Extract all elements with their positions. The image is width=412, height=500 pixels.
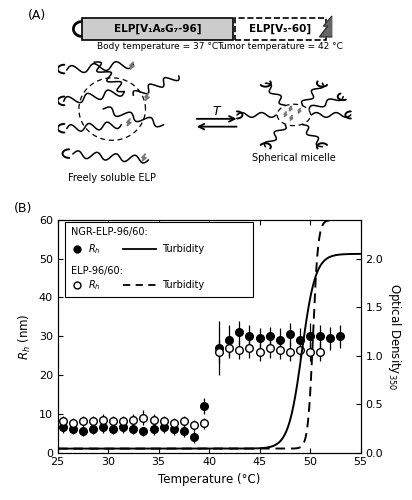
Text: NGR-ELP-96/60:: NGR-ELP-96/60: bbox=[71, 227, 148, 237]
Y-axis label: $R_h$ (nm): $R_h$ (nm) bbox=[17, 313, 33, 360]
Text: Tumor temperature = 42 °C: Tumor temperature = 42 °C bbox=[217, 42, 343, 50]
Text: (B): (B) bbox=[14, 202, 32, 215]
Text: Freely soluble ELP: Freely soluble ELP bbox=[68, 172, 156, 182]
Text: Body temperature = 37 °C: Body temperature = 37 °C bbox=[97, 42, 218, 50]
X-axis label: Temperature (°C): Temperature (°C) bbox=[158, 473, 260, 486]
Polygon shape bbox=[320, 16, 332, 37]
Polygon shape bbox=[298, 108, 301, 114]
Text: ELP[V₁A₈G₇-96]: ELP[V₁A₈G₇-96] bbox=[114, 24, 201, 34]
Text: Spherical micelle: Spherical micelle bbox=[252, 153, 336, 163]
Text: ELP-96/60:: ELP-96/60: bbox=[71, 266, 123, 276]
Text: $R_h$: $R_h$ bbox=[88, 278, 101, 292]
Bar bbox=[235, 18, 325, 40]
Text: Turbidity: Turbidity bbox=[162, 244, 204, 254]
Text: $R_h$: $R_h$ bbox=[88, 242, 101, 256]
Y-axis label: Optical Density$_{350}$: Optical Density$_{350}$ bbox=[386, 282, 403, 390]
Text: Turbidity: Turbidity bbox=[162, 280, 204, 290]
Text: ELP[V₅-60]: ELP[V₅-60] bbox=[249, 24, 311, 34]
Bar bbox=[65, 222, 253, 296]
Polygon shape bbox=[284, 112, 287, 117]
Text: (A): (A) bbox=[28, 10, 46, 22]
Bar bbox=[82, 18, 233, 40]
Polygon shape bbox=[126, 118, 131, 126]
Polygon shape bbox=[142, 154, 147, 161]
Polygon shape bbox=[289, 106, 292, 111]
Polygon shape bbox=[290, 116, 293, 120]
Polygon shape bbox=[145, 93, 150, 100]
Polygon shape bbox=[129, 62, 134, 70]
Text: T: T bbox=[213, 104, 220, 118]
